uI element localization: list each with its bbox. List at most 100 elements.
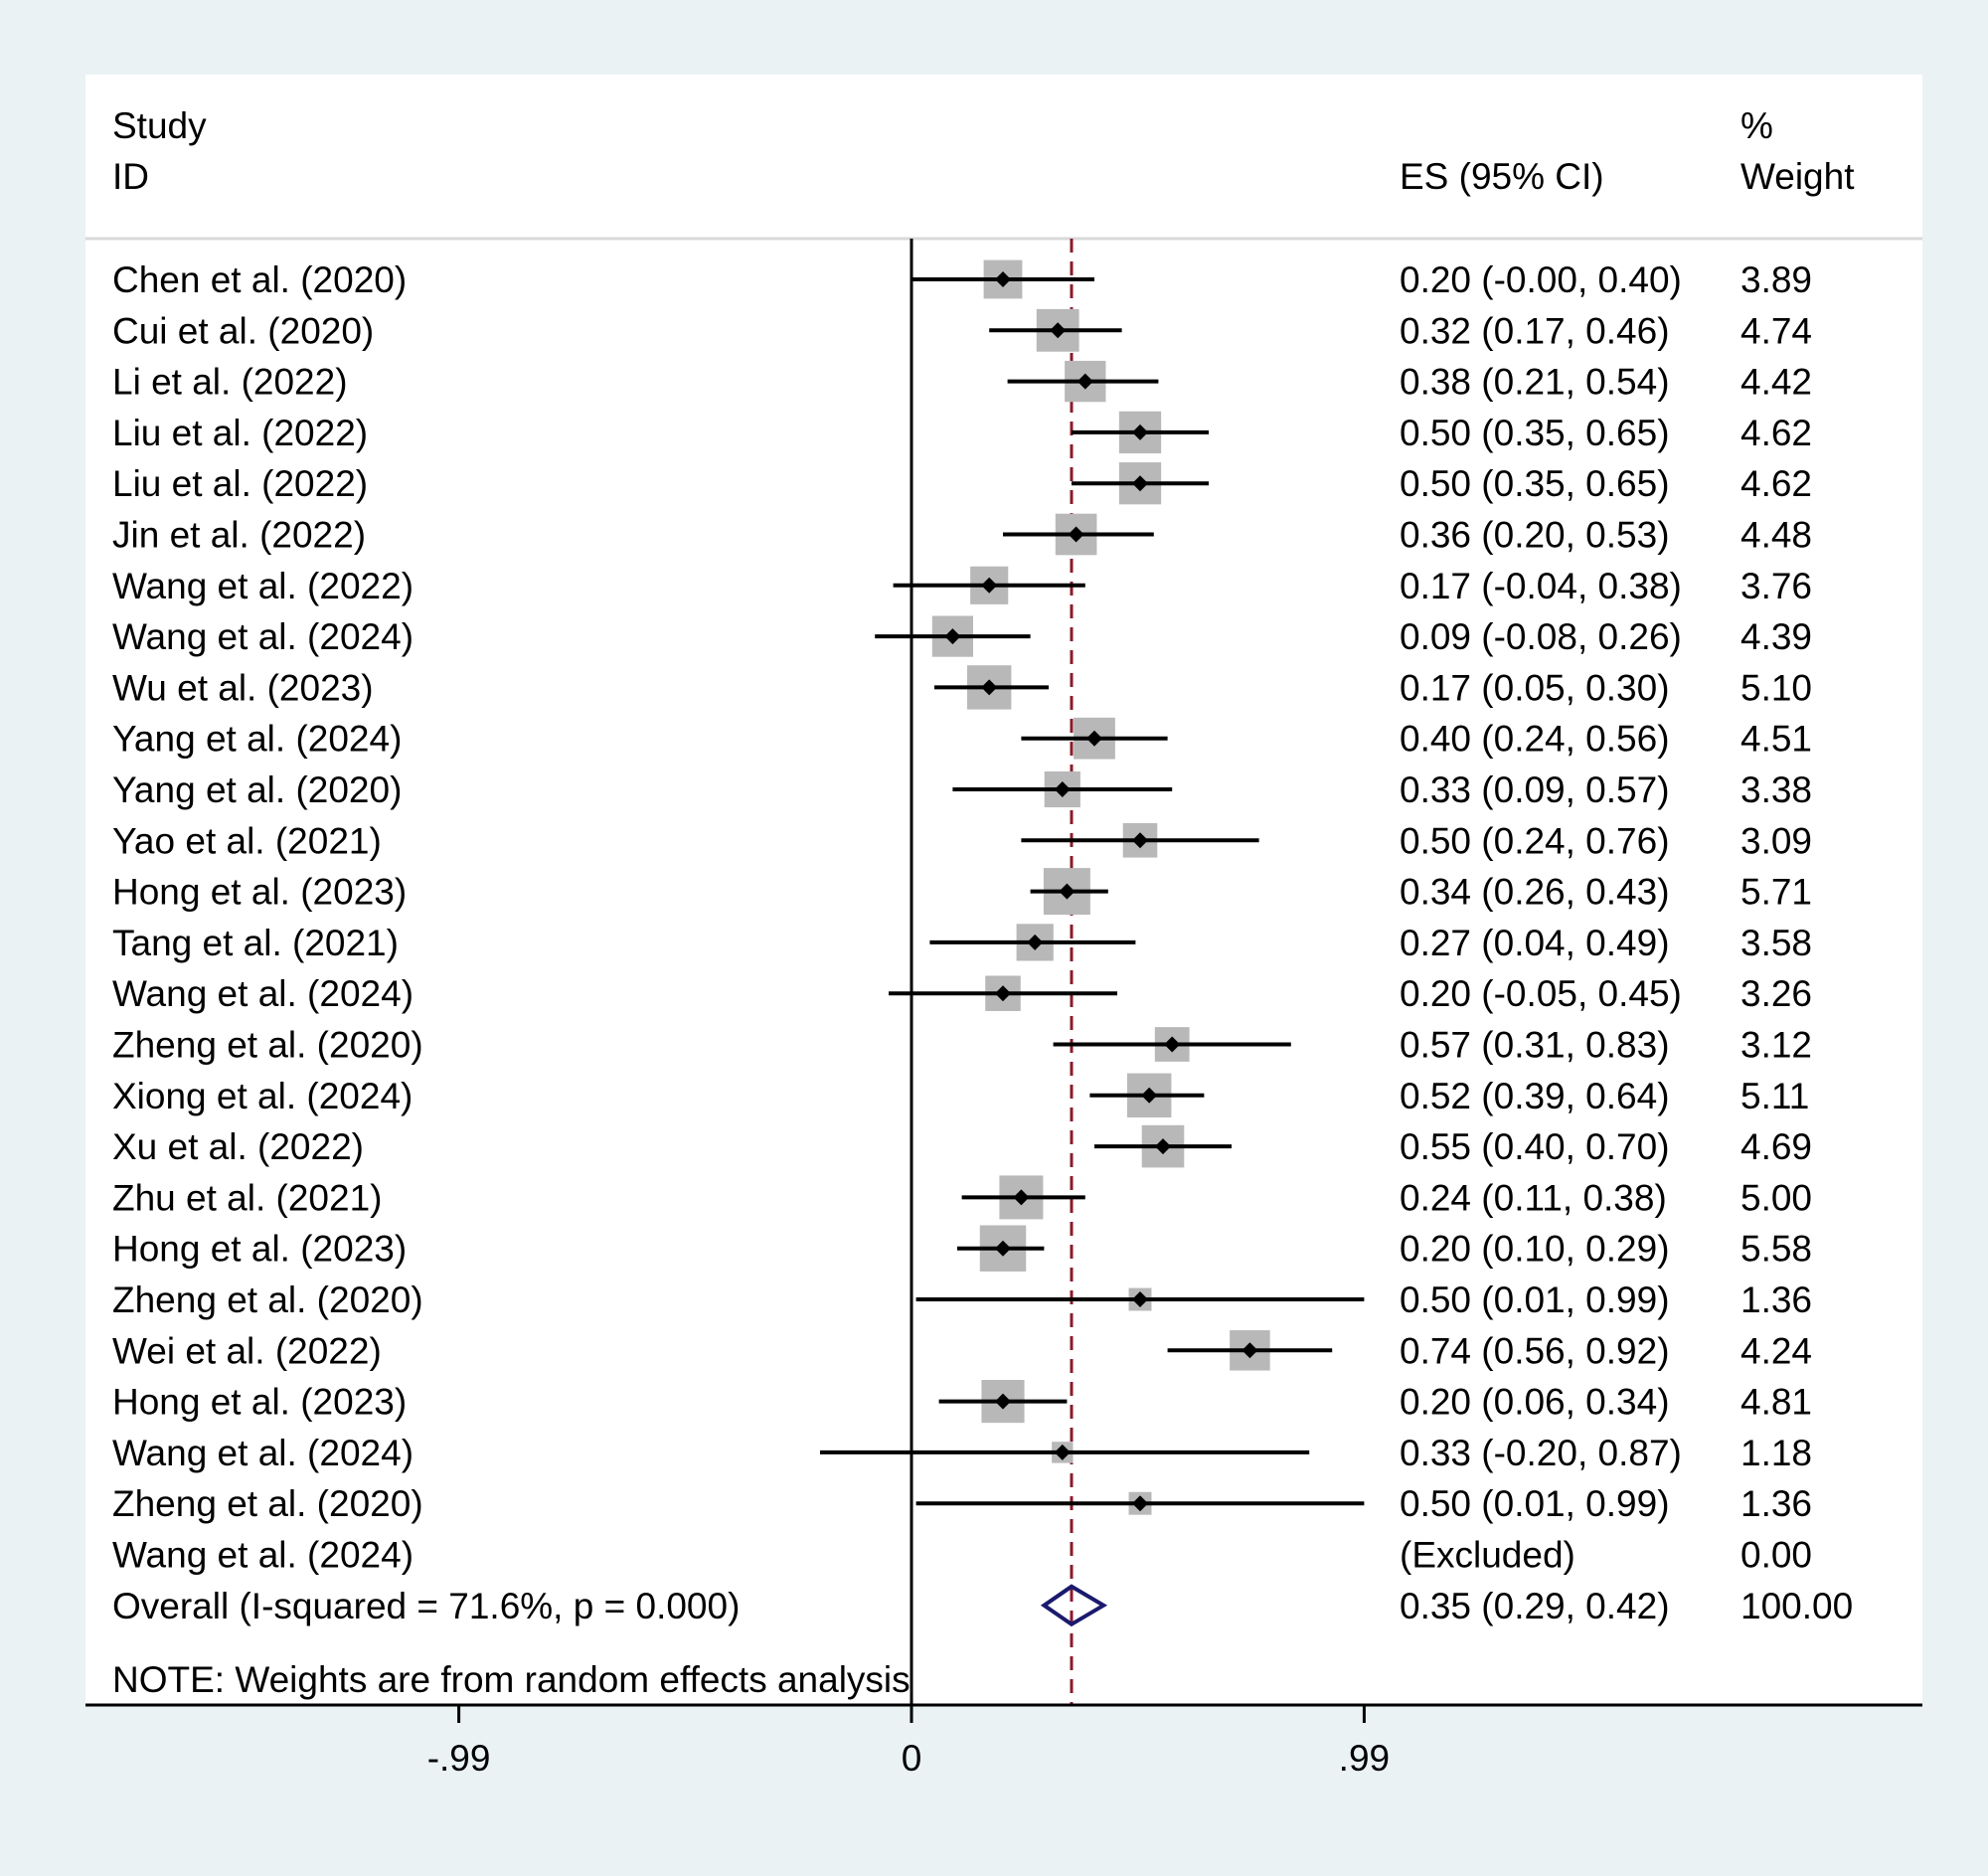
- study-label: Hong et al. (2023): [112, 872, 407, 913]
- study-weight: 3.58: [1740, 923, 1812, 963]
- study-es-ci: 0.50 (0.01, 0.99): [1400, 1483, 1670, 1524]
- study-weight: 5.58: [1740, 1229, 1812, 1270]
- study-label: Wang et al. (2024): [112, 1535, 414, 1576]
- study-point-estimate: [1068, 526, 1084, 543]
- study-point-estimate: [1054, 1444, 1071, 1460]
- header-weight: Weight: [1740, 156, 1855, 197]
- study-point-estimate: [1059, 883, 1076, 900]
- header-id: ID: [112, 156, 149, 197]
- study-label: Zheng et al. (2020): [112, 1025, 423, 1066]
- x-tick-label: .99: [1339, 1738, 1390, 1779]
- study-label: Chen et al. (2020): [112, 259, 407, 300]
- study-weight: 3.12: [1740, 1025, 1812, 1066]
- study-weight: 4.62: [1740, 413, 1812, 453]
- study-es-ci: 0.32 (0.17, 0.46): [1400, 310, 1670, 351]
- study-es-ci: 0.34 (0.26, 0.43): [1400, 872, 1670, 913]
- header-es: ES (95% CI): [1400, 156, 1604, 197]
- study-weight: 3.89: [1740, 259, 1812, 300]
- study-label: Yao et al. (2021): [112, 820, 382, 861]
- overall-diamond: [1040, 1584, 1108, 1627]
- study-label: Tang et al. (2021): [112, 923, 399, 963]
- study-weight: 5.11: [1740, 1076, 1809, 1116]
- study-es-ci: 0.50 (0.35, 0.65): [1400, 413, 1670, 453]
- study-point-estimate: [1027, 934, 1044, 950]
- study-es-ci: (Excluded): [1400, 1535, 1575, 1576]
- overall-es-ci: 0.35 (0.29, 0.42): [1400, 1586, 1670, 1626]
- x-tick-label: 0: [902, 1738, 922, 1779]
- study-point-estimate: [1013, 1189, 1030, 1206]
- header-percent: %: [1740, 105, 1773, 146]
- study-weight: 5.00: [1740, 1177, 1812, 1218]
- study-es-ci: 0.24 (0.11, 0.38): [1400, 1177, 1667, 1218]
- study-weight: 4.74: [1740, 310, 1812, 351]
- study-weight: 3.76: [1740, 566, 1812, 606]
- study-weight: 4.62: [1740, 463, 1812, 504]
- study-weight: 5.10: [1740, 667, 1812, 708]
- study-weight: 1.36: [1740, 1279, 1812, 1320]
- study-es-ci: 0.38 (0.21, 0.54): [1400, 362, 1670, 403]
- study-label: Yang et al. (2020): [112, 769, 402, 810]
- study-label: Hong et al. (2023): [112, 1382, 407, 1423]
- study-es-ci: 0.40 (0.24, 0.56): [1400, 719, 1670, 760]
- study-point-estimate: [1077, 373, 1093, 390]
- study-weight: 4.24: [1740, 1330, 1812, 1371]
- study-label: Liu et al. (2022): [112, 463, 368, 504]
- study-point-estimate: [1132, 1495, 1148, 1512]
- study-es-ci: 0.57 (0.31, 0.83): [1400, 1025, 1670, 1066]
- study-point-estimate: [1141, 1087, 1158, 1104]
- study-label: Liu et al. (2022): [112, 413, 368, 453]
- study-point-estimate: [1086, 730, 1102, 747]
- study-point-estimate: [944, 628, 961, 645]
- study-point-estimate: [1132, 424, 1148, 440]
- study-label: Wang et al. (2024): [112, 616, 414, 657]
- study-weight: 3.38: [1740, 769, 1812, 810]
- study-weight: 4.81: [1740, 1382, 1812, 1423]
- header-study: Study: [112, 105, 207, 146]
- study-es-ci: 0.20 (0.10, 0.29): [1400, 1229, 1670, 1270]
- study-es-ci: 0.74 (0.56, 0.92): [1400, 1330, 1670, 1371]
- study-weight: 4.69: [1740, 1126, 1812, 1167]
- study-point-estimate: [995, 271, 1011, 287]
- study-point-estimate: [1155, 1138, 1171, 1155]
- overall-weight: 100.00: [1740, 1586, 1853, 1626]
- study-point-estimate: [1242, 1342, 1258, 1359]
- study-point-estimate: [1132, 475, 1148, 492]
- study-label: Wang et al. (2022): [112, 566, 414, 606]
- study-es-ci: 0.50 (0.35, 0.65): [1400, 463, 1670, 504]
- study-es-ci: 0.20 (-0.00, 0.40): [1400, 259, 1682, 300]
- study-es-ci: 0.27 (0.04, 0.49): [1400, 923, 1670, 963]
- study-es-ci: 0.17 (0.05, 0.30): [1400, 667, 1670, 708]
- study-weight: 0.00: [1740, 1535, 1812, 1576]
- study-point-estimate: [981, 577, 998, 594]
- study-es-ci: 0.55 (0.40, 0.70): [1400, 1126, 1670, 1167]
- study-point-estimate: [995, 1240, 1011, 1257]
- study-label: Cui et al. (2020): [112, 310, 374, 351]
- study-label: Hong et al. (2023): [112, 1229, 407, 1270]
- study-point-estimate: [995, 985, 1011, 1002]
- study-weight: 5.71: [1740, 872, 1812, 913]
- study-label: Yang et al. (2024): [112, 719, 402, 760]
- study-weight: 3.09: [1740, 820, 1812, 861]
- study-point-estimate: [995, 1393, 1011, 1410]
- study-weight: 3.26: [1740, 973, 1812, 1014]
- study-weight: 4.48: [1740, 515, 1812, 556]
- study-label: Xu et al. (2022): [112, 1126, 364, 1167]
- study-weight: 4.51: [1740, 719, 1812, 760]
- study-es-ci: 0.50 (0.24, 0.76): [1400, 820, 1670, 861]
- study-label: Li et al. (2022): [112, 362, 348, 403]
- study-label: Xiong et al. (2024): [112, 1076, 413, 1116]
- study-label: Wei et al. (2022): [112, 1330, 382, 1371]
- study-weight: 4.42: [1740, 362, 1812, 403]
- study-point-estimate: [1054, 781, 1071, 797]
- study-weight: 4.39: [1740, 616, 1812, 657]
- study-es-ci: 0.33 (-0.20, 0.87): [1400, 1433, 1682, 1473]
- x-tick-label: -.99: [427, 1738, 491, 1779]
- study-es-ci: 0.17 (-0.04, 0.38): [1400, 566, 1682, 606]
- study-es-ci: 0.20 (0.06, 0.34): [1400, 1382, 1670, 1423]
- study-label: Wang et al. (2024): [112, 1433, 414, 1473]
- study-es-ci: 0.20 (-0.05, 0.45): [1400, 973, 1682, 1014]
- study-es-ci: 0.52 (0.39, 0.64): [1400, 1076, 1670, 1116]
- study-label: Jin et al. (2022): [112, 515, 366, 556]
- study-weight: 1.36: [1740, 1483, 1812, 1524]
